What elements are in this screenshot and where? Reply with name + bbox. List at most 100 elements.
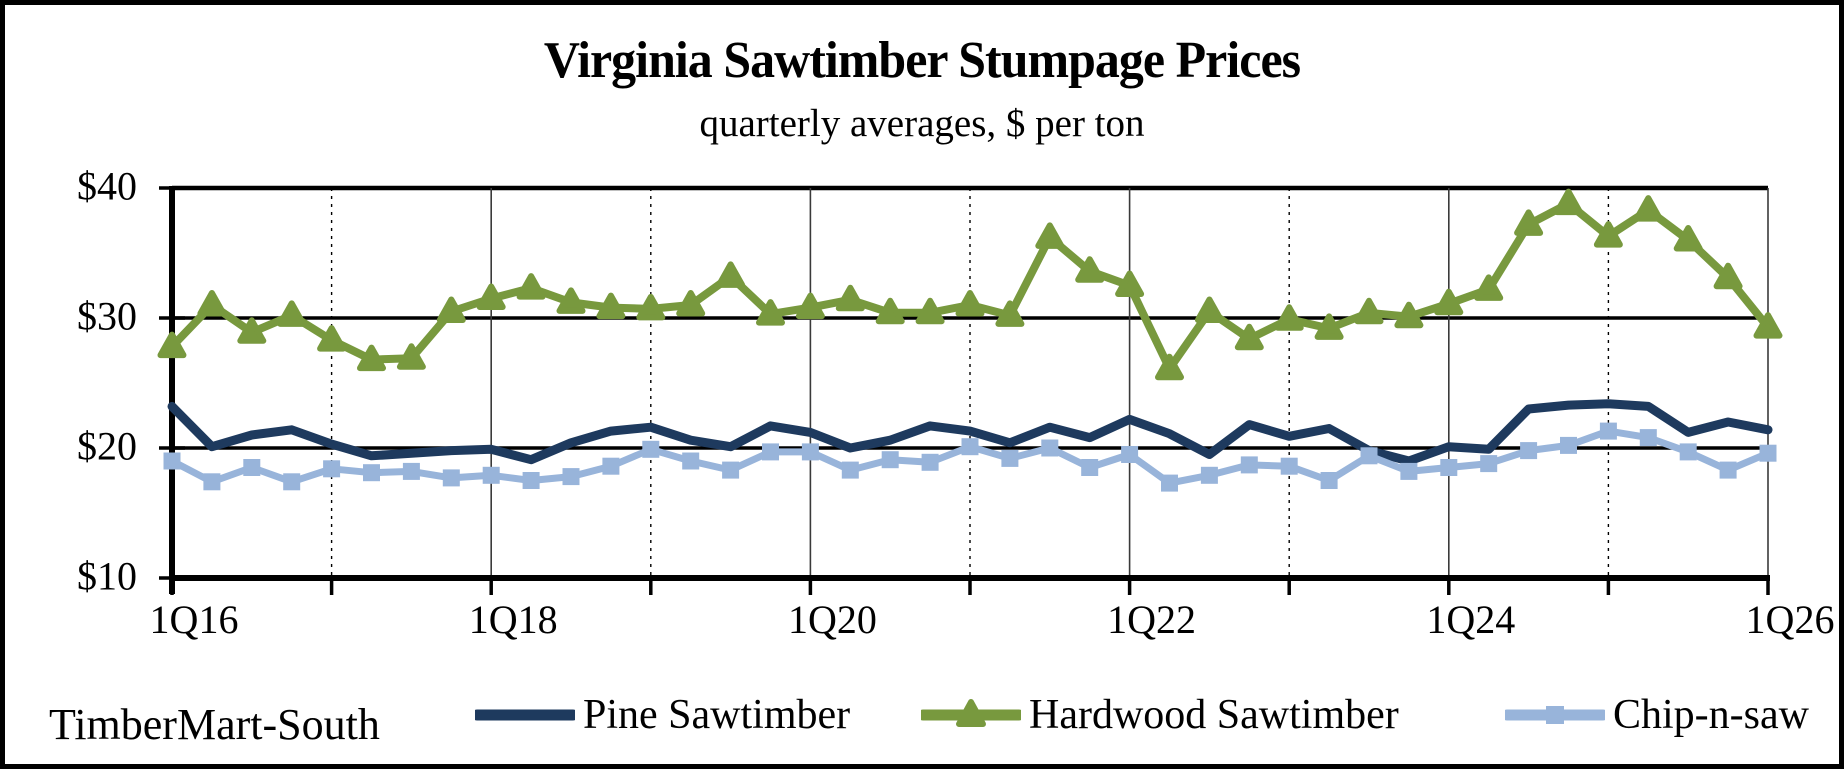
- square-marker: [881, 451, 899, 469]
- square-marker: [1360, 447, 1378, 465]
- triangle-marker: [1354, 297, 1384, 325]
- square-marker: [1121, 446, 1139, 463]
- triangle-marker: [1713, 262, 1743, 290]
- square-marker: [1759, 444, 1777, 462]
- triangle-marker: [476, 283, 506, 310]
- triangle-marker: [1554, 188, 1583, 216]
- triangle-marker: [1234, 323, 1264, 351]
- square-marker: [1480, 455, 1498, 473]
- y-axis-labels: $40 $30 $20 $10: [5, 5, 143, 764]
- legend-label-pine: Pine Sawtimber: [583, 692, 851, 738]
- y-tick-label: $30: [77, 293, 137, 339]
- square-marker: [841, 461, 859, 479]
- square-marker: [522, 472, 540, 489]
- square-marker: [1400, 462, 1418, 480]
- square-marker: [1280, 457, 1298, 475]
- legend-label-hardwood: Hardwood Sawtimber: [1029, 692, 1399, 738]
- triangle-marker: [197, 290, 227, 317]
- triangle-marker: [277, 300, 307, 327]
- legend-item-hardwood: Hardwood Sawtimber: [921, 687, 1399, 743]
- square-marker: [1041, 439, 1059, 457]
- x-axis-labels: 1Q16 1Q18 1Q20 1Q22 1Q24 1Q26: [5, 596, 1839, 652]
- triangle-marker: [1035, 222, 1065, 249]
- square-marker: [363, 464, 380, 482]
- square-marker: [482, 466, 500, 484]
- triangle-marker: [1593, 221, 1623, 248]
- square-marker: [442, 469, 460, 487]
- triangle-marker: [995, 300, 1025, 327]
- square-marker: [961, 438, 979, 456]
- triangle-marker: [955, 290, 985, 317]
- x-tick-label: 1Q24: [1426, 597, 1516, 642]
- square-marker: [1320, 472, 1338, 489]
- triangle-marker: [1274, 304, 1304, 331]
- square-marker: [682, 452, 700, 470]
- triangle-marker: [516, 273, 546, 300]
- square-marker: [1679, 443, 1697, 461]
- triangle-marker: [875, 297, 905, 325]
- square-marker: [1719, 461, 1737, 479]
- x-tick-label: 1Q26: [1745, 597, 1835, 642]
- triangle-marker: [1314, 313, 1344, 340]
- triangle-marker: [676, 290, 706, 317]
- square-marker: [801, 443, 819, 461]
- triangle-marker: [795, 292, 825, 320]
- square-marker: [762, 443, 779, 461]
- series-line-none: [167, 399, 1773, 466]
- triangle-marker: [1155, 353, 1184, 381]
- triangle-marker: [357, 344, 386, 372]
- chart-plot: [157, 185, 1783, 595]
- legend-label-chipnsaw: Chip-n-saw: [1613, 692, 1809, 738]
- x-tick-label: 1Q22: [1107, 597, 1197, 642]
- square-marker: [402, 462, 420, 480]
- y-tick-label: $40: [77, 163, 137, 209]
- legend-item-chipnsaw: Chip-n-saw: [1505, 687, 1809, 743]
- triangle-marker: [835, 284, 865, 312]
- square-marker: [1001, 449, 1019, 467]
- pine-line-swatch-icon: [475, 709, 575, 721]
- triangle-marker: [1474, 274, 1504, 301]
- triangle-marker: [396, 343, 426, 370]
- x-tick-label: 1Q18: [468, 597, 558, 642]
- triangle-marker: [636, 293, 666, 321]
- square-marker: [1560, 436, 1577, 454]
- triangle-marker: [436, 296, 466, 323]
- y-tick-label: $20: [77, 423, 137, 469]
- square-marker: [283, 473, 301, 491]
- chipnsaw-line-swatch-icon: [1505, 706, 1605, 724]
- y-tick-label: $10: [77, 553, 137, 599]
- triangle-marker: [317, 325, 347, 352]
- triangle-marker: [596, 292, 626, 320]
- triangle-marker: [1753, 312, 1783, 339]
- square-marker: [1081, 459, 1099, 476]
- triangle-marker: [1673, 225, 1703, 252]
- square-marker: [1440, 459, 1458, 476]
- triangle-marker: [1115, 270, 1145, 297]
- x-tick-label: 1Q16: [149, 597, 239, 642]
- square-marker: [203, 473, 221, 491]
- triangle-marker: [1514, 209, 1544, 236]
- square-marker: [243, 459, 261, 476]
- square-marker: [1639, 429, 1657, 447]
- square-marker: [1520, 442, 1538, 460]
- triangle-marker: [1633, 195, 1663, 222]
- square-marker: [1161, 474, 1178, 492]
- square-marker: [323, 460, 341, 478]
- square-marker: [1599, 422, 1617, 440]
- square-marker: [642, 440, 660, 458]
- square-marker: [602, 457, 620, 475]
- triangle-marker: [1394, 301, 1424, 329]
- source-credit: TimberMart-South: [49, 700, 380, 749]
- square-marker: [163, 452, 181, 470]
- triangle-marker: [1434, 288, 1464, 316]
- triangle-marker: [716, 261, 746, 288]
- triangle-marker: [237, 317, 267, 344]
- triangle-marker: [1075, 256, 1105, 283]
- square-marker: [1240, 456, 1258, 474]
- triangle-marker: [756, 299, 785, 326]
- triangle-marker: [1194, 296, 1224, 323]
- chart-subtitle: quarterly averages, $ per ton: [699, 102, 1145, 145]
- square-marker: [921, 453, 939, 471]
- triangle-marker: [556, 287, 586, 314]
